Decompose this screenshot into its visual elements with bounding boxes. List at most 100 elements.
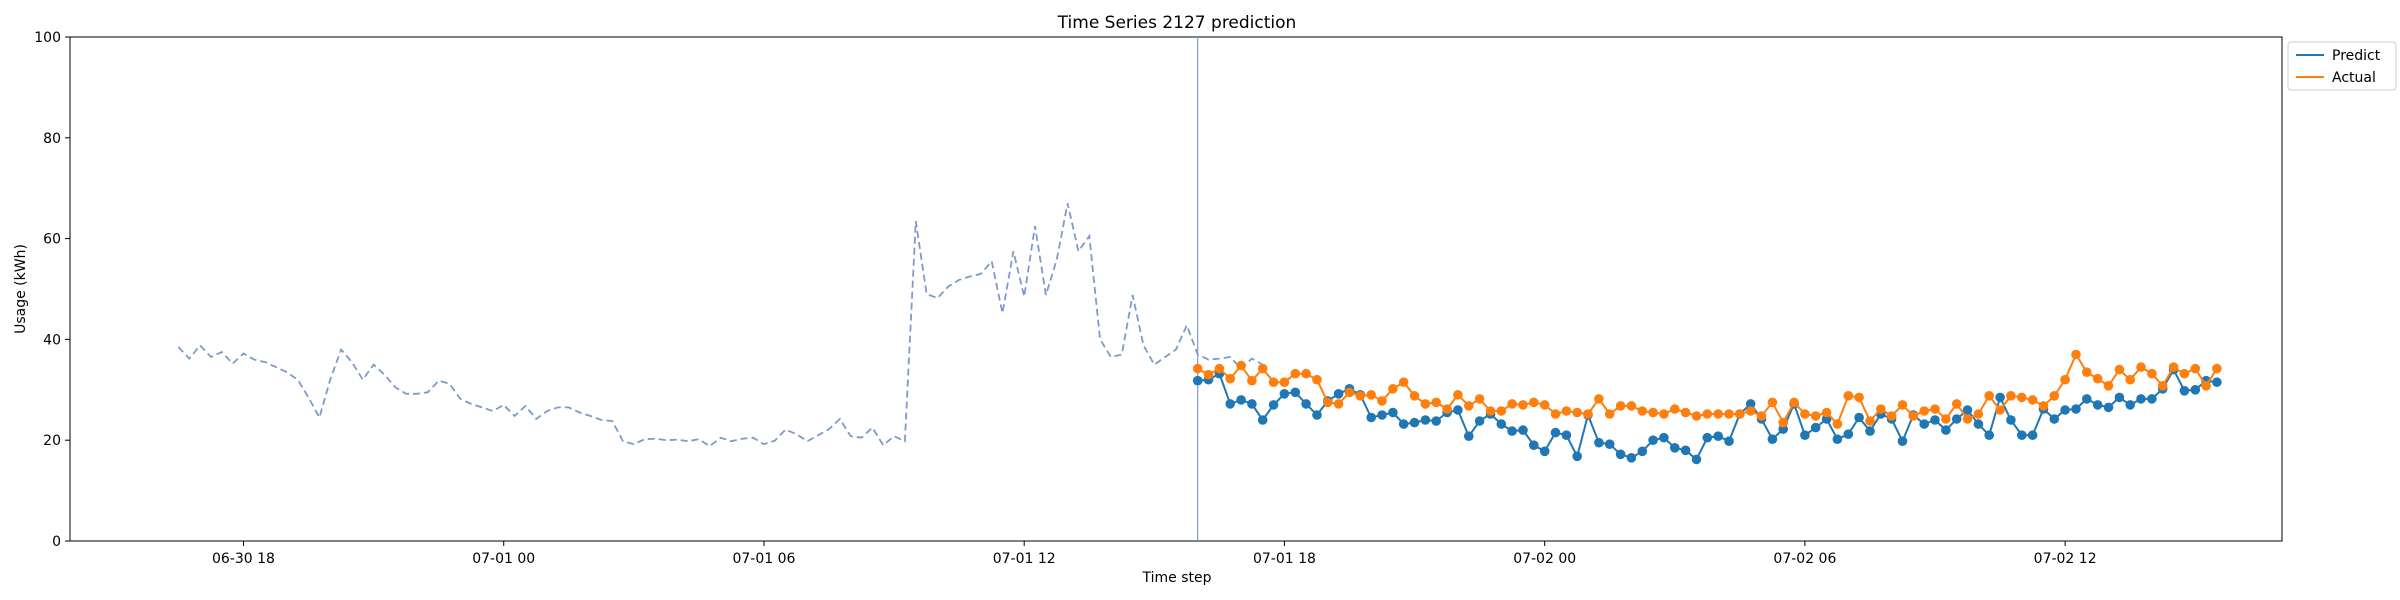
actual-point: [1366, 390, 1376, 400]
predict-point: [1333, 389, 1344, 399]
predict-point: [1951, 414, 1962, 424]
actual-point: [1561, 406, 1572, 416]
x-tick-label: 07-02 12: [2034, 551, 2097, 567]
predict-point: [1962, 405, 1973, 415]
y-tick-label: 80: [43, 131, 61, 147]
predict-point: [1279, 389, 1290, 399]
predict-point: [1247, 399, 1257, 409]
actual-point: [1800, 409, 1810, 419]
predict-point: [2092, 400, 2103, 410]
y-tick-label: 100: [34, 30, 61, 46]
predict-point: [1973, 419, 1984, 429]
predict-point: [1192, 375, 1203, 386]
predict-point: [1561, 430, 1572, 441]
actual-point: [2103, 381, 2114, 391]
actual-point: [1377, 396, 1387, 406]
actual-point: [1843, 391, 1854, 401]
predict-point: [1615, 449, 1626, 460]
legend: Predict Actual: [2287, 41, 2397, 91]
predict-point: [1539, 446, 1550, 457]
predict-point: [1268, 400, 1279, 410]
predict-point: [2049, 414, 2060, 424]
actual-point: [1919, 406, 1929, 416]
predict-point: [1800, 430, 1810, 441]
x-tick-label: 07-02 06: [1773, 551, 1836, 567]
actual-point: [2136, 362, 2146, 372]
predict-point: [1236, 395, 1246, 405]
predict-point: [1984, 430, 1994, 441]
predict-point: [1724, 436, 1734, 447]
predict-point: [1995, 392, 2005, 403]
actual-point: [1789, 397, 1799, 408]
actual-point: [1897, 400, 1908, 410]
actual-point: [1453, 390, 1463, 400]
x-tick-label: 07-01 12: [993, 551, 1056, 567]
predict-point: [1420, 415, 1431, 425]
actual-point: [1832, 419, 1843, 429]
chart-title: Time Series 2127 prediction: [1057, 13, 1297, 33]
predict-point: [1398, 419, 1409, 429]
predict-point: [2103, 402, 2114, 413]
predict-point: [2136, 394, 2146, 404]
actual-point: [1756, 411, 1767, 421]
actual-point: [1821, 407, 1832, 418]
predict-point: [1941, 425, 1951, 435]
predict-point: [1366, 412, 1376, 423]
predict-point: [1670, 443, 1680, 453]
actual-point: [1301, 368, 1311, 379]
actual-point: [1876, 404, 1886, 414]
actual-point: [2190, 363, 2201, 374]
predict-point: [1604, 439, 1615, 450]
actual-point: [1778, 417, 1788, 428]
actual-point: [1333, 399, 1344, 409]
predict-point: [1745, 399, 1756, 409]
actual-point: [1962, 414, 1973, 424]
actual-point: [1420, 399, 1431, 409]
actual-point: [1735, 409, 1745, 419]
history-line: [177, 203, 1264, 448]
actual-point: [2147, 368, 2157, 379]
x-tick-label: 07-01 18: [1253, 551, 1316, 567]
predict-point: [2190, 385, 2201, 395]
predict-point: [2060, 405, 2070, 415]
predict-point: [2114, 392, 2125, 403]
predict-point: [1919, 419, 1929, 429]
actual-point: [2038, 401, 2049, 411]
predict-point: [2125, 400, 2135, 410]
actual-point: [2071, 349, 2081, 360]
actual-point: [1810, 411, 1821, 421]
predict-point: [1843, 429, 1854, 440]
predict-point: [1301, 399, 1311, 409]
y-tick-label: 40: [43, 332, 61, 348]
predict-point: [1225, 399, 1235, 409]
actual-series: [1192, 349, 2222, 429]
actual-point: [1518, 400, 1528, 410]
predict-point: [1854, 412, 1864, 423]
actual-point: [1626, 401, 1637, 411]
actual-point: [1865, 416, 1875, 426]
predict-point: [2006, 415, 2016, 425]
plot-area: [69, 36, 2283, 542]
actual-point: [1659, 409, 1669, 419]
actual-point: [1388, 384, 1398, 394]
predict-point: [1626, 453, 1637, 463]
actual-point: [1670, 404, 1680, 414]
actual-point: [1615, 401, 1626, 411]
actual-point: [2125, 374, 2135, 385]
actual-point: [1464, 401, 1474, 411]
actual-point: [1355, 391, 1366, 401]
actual-point: [2201, 381, 2211, 391]
y-axis: 0 20 40 60 80 100: [34, 30, 70, 550]
actual-point: [1594, 394, 1604, 404]
actual-point: [1745, 406, 1756, 416]
actual-point: [1583, 409, 1593, 419]
predict-point: [1518, 425, 1528, 435]
actual-point: [1214, 363, 1225, 374]
actual-point: [2092, 373, 2103, 384]
predict-point: [2212, 377, 2222, 388]
actual-point: [1713, 409, 1723, 419]
predict-point: [1507, 426, 1517, 436]
actual-point: [1409, 391, 1420, 401]
